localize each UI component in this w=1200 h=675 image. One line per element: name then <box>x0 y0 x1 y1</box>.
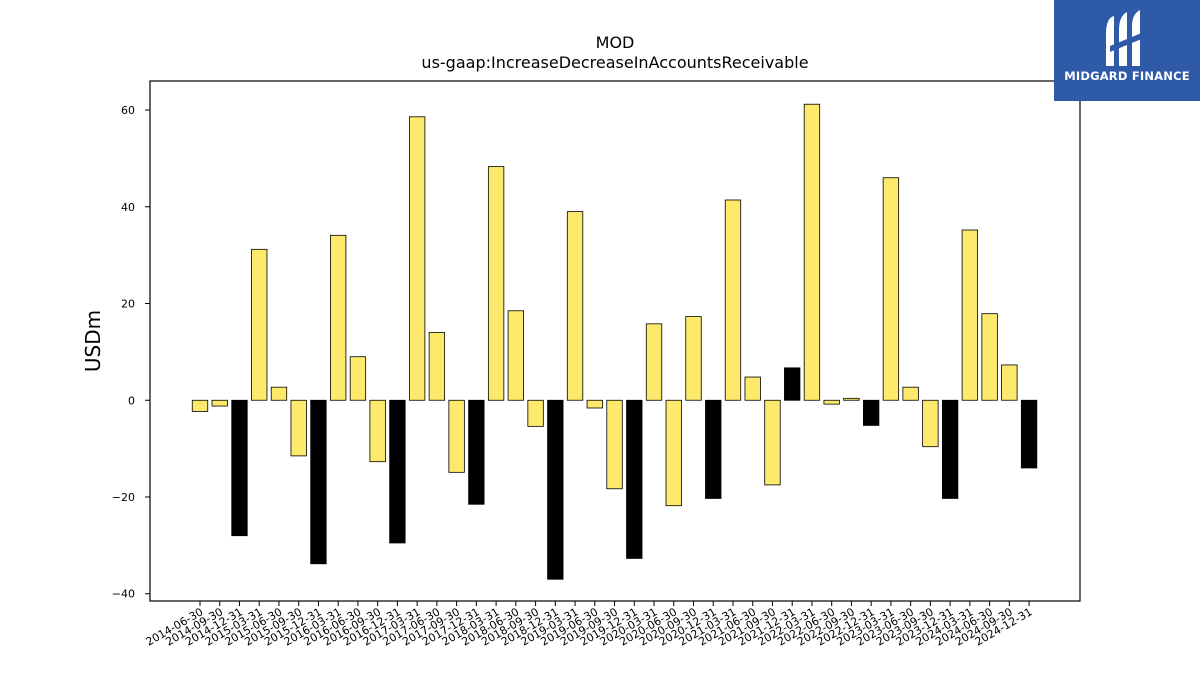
bar-2021-09-30 <box>764 399 781 486</box>
bar-2018-09-30 <box>527 399 544 427</box>
bar-2023-06-30 <box>902 386 919 401</box>
bar-2020-12-31 <box>705 399 722 499</box>
bar-2021-06-30 <box>744 376 761 401</box>
bar-2024-09-30 <box>1001 364 1018 401</box>
bar-2020-09-30 <box>685 316 702 401</box>
bar-2024-06-30 <box>981 313 998 401</box>
bar-2015-06-30 <box>270 386 288 401</box>
bar-2016-09-30 <box>369 399 386 463</box>
y-tick-label: 20 <box>121 298 135 311</box>
bar-2024-03-31 <box>961 229 979 401</box>
bar-2022-12-31 <box>863 399 880 426</box>
bar-2017-12-31 <box>468 399 485 505</box>
bar-2019-09-30 <box>606 399 623 490</box>
bar-2021-03-31 <box>724 199 742 401</box>
bar-2020-03-31 <box>645 323 663 401</box>
bar-2015-12-31 <box>310 399 327 565</box>
x-axis: 2014-06-302014-09-302014-12-312015-03-31… <box>144 601 1035 649</box>
bars-group <box>191 103 1038 580</box>
plot-frame <box>149 80 1081 602</box>
midgard-logo-icon <box>1106 10 1144 66</box>
bar-2016-06-30 <box>349 356 367 401</box>
y-axis-label: USDm <box>81 310 105 372</box>
bar-2023-12-31 <box>941 399 959 499</box>
bar-2022-03-31 <box>803 103 821 401</box>
bar-2014-12-31 <box>231 399 248 537</box>
bar-2019-06-30 <box>586 399 603 409</box>
bar-2018-12-31 <box>547 399 564 580</box>
y-tick-label: −40 <box>112 588 135 601</box>
chart-title: MOD <box>596 33 635 52</box>
bar-2022-09-30 <box>843 397 860 401</box>
bar-2023-03-31 <box>882 177 900 401</box>
bar-2021-12-31 <box>784 367 801 401</box>
bar-2017-03-31 <box>408 116 426 401</box>
bar-2016-03-31 <box>330 234 347 401</box>
bar-2015-03-31 <box>251 248 268 401</box>
bar-2022-06-30 <box>823 399 840 405</box>
bar-2019-12-31 <box>626 399 643 559</box>
midgard-finance-logo: MIDGARD FINANCE <box>1054 0 1200 101</box>
bar-2018-06-30 <box>507 310 524 401</box>
bar-2017-06-30 <box>428 332 446 401</box>
bar-2024-12-31 <box>1020 399 1038 469</box>
chart-subtitle: us-gaap:IncreaseDecreaseInAccountsReceiv… <box>421 53 808 72</box>
bar-2017-09-30 <box>448 399 465 473</box>
bar-2023-09-30 <box>922 399 939 448</box>
y-tick-label: 40 <box>121 201 135 214</box>
bar-2019-03-31 <box>566 211 584 401</box>
y-tick-label: −20 <box>112 491 135 504</box>
bar-2014-09-30 <box>211 399 228 407</box>
bar-2018-03-31 <box>487 166 505 401</box>
logo-text: MIDGARD FINANCE <box>1064 69 1190 83</box>
bar-2015-09-30 <box>290 399 307 457</box>
bar-2020-06-30 <box>665 399 682 507</box>
bar-2014-06-30 <box>191 399 209 412</box>
bar-2016-12-31 <box>389 399 406 544</box>
y-tick-label: 60 <box>121 104 135 117</box>
y-tick-label: 0 <box>128 394 135 407</box>
y-axis: −40 −20 0 20 40 60 <box>112 104 150 601</box>
